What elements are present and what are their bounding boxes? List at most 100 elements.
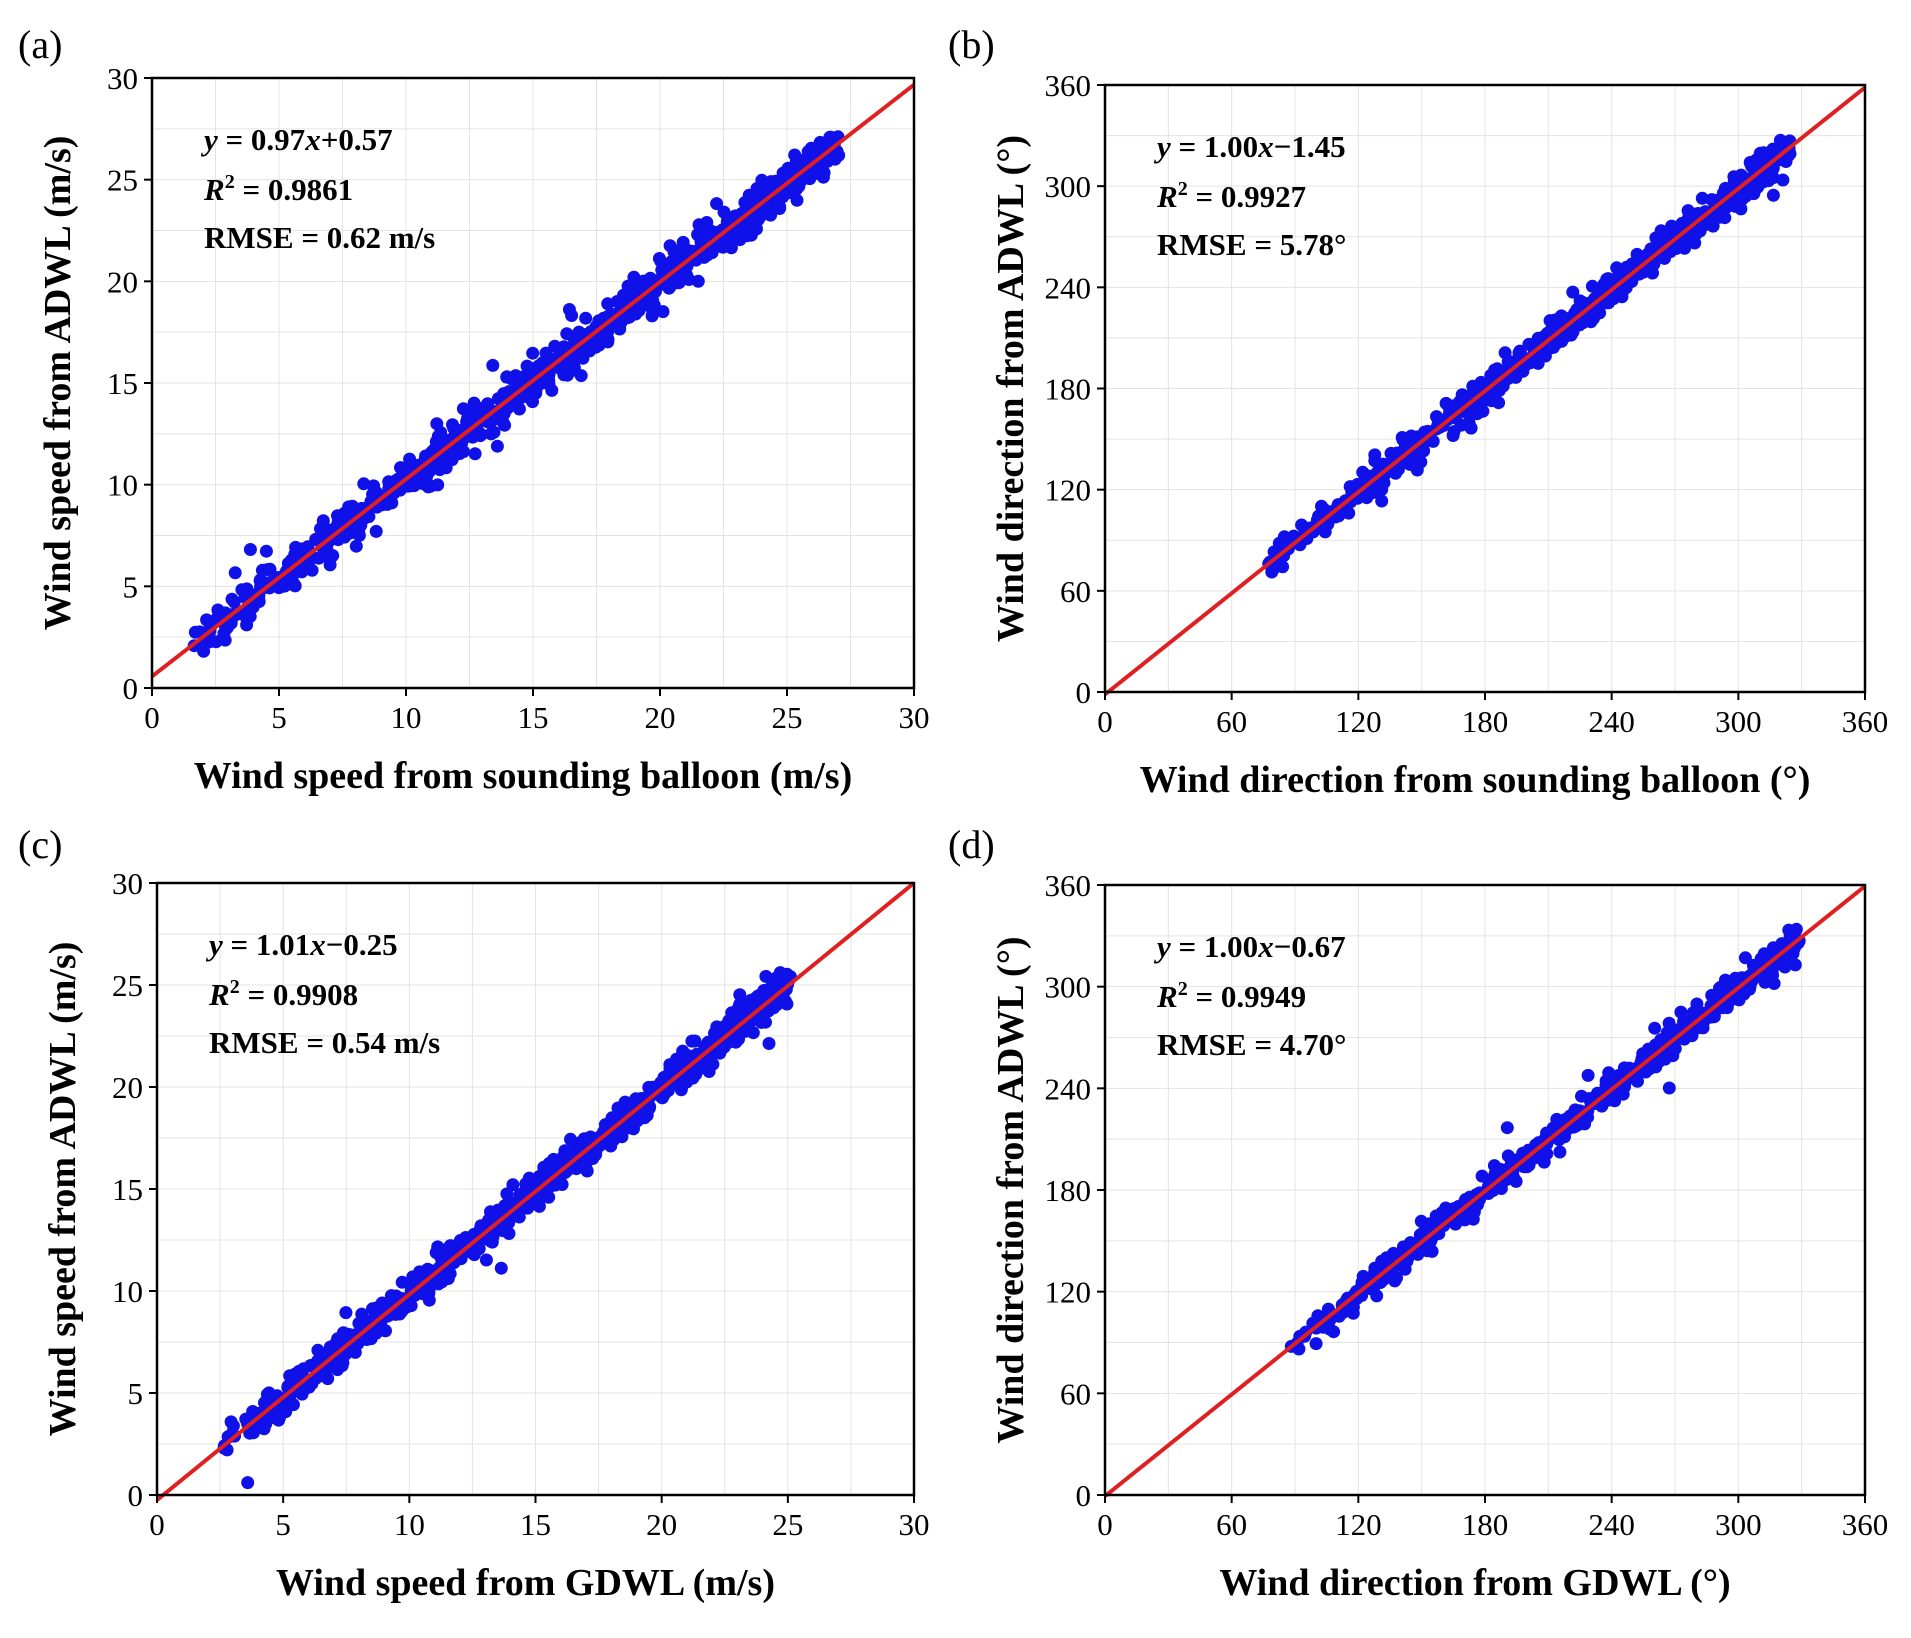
data-point bbox=[1616, 1087, 1630, 1101]
data-point bbox=[592, 314, 606, 328]
data-point bbox=[241, 1476, 255, 1490]
data-point bbox=[698, 1056, 712, 1070]
r2-value: = 0.9908 bbox=[240, 977, 358, 1012]
data-point bbox=[516, 370, 530, 384]
data-point bbox=[506, 1178, 520, 1192]
eq-rhs: = 0.97 bbox=[218, 122, 305, 157]
x-tick-label: 240 bbox=[1588, 704, 1635, 739]
y-tick-label: 300 bbox=[1045, 169, 1092, 204]
panel-a: (a) 00 5 5 10 10 15 15 20 20 25 25 30 30 Wind speed … bbox=[18, 22, 930, 797]
data-point bbox=[339, 1306, 353, 1320]
data-point bbox=[456, 402, 470, 416]
x-tick-label: 5 bbox=[275, 1507, 291, 1542]
data-point bbox=[1500, 1121, 1514, 1135]
data-point bbox=[1375, 494, 1389, 508]
x-tick-label: 180 bbox=[1462, 1507, 1509, 1542]
x-tick-label: 15 bbox=[520, 1507, 551, 1542]
y-tick-label: 20 bbox=[107, 264, 138, 299]
x-axis-title: Wind direction from sounding balloon (°) bbox=[1140, 759, 1811, 801]
data-point bbox=[467, 401, 481, 415]
data-point bbox=[1553, 1145, 1567, 1159]
data-point bbox=[1546, 340, 1560, 354]
r-squared: R2 = 0.9949 bbox=[1156, 978, 1306, 1014]
data-point bbox=[1536, 1154, 1550, 1168]
r2-value: = 0.9927 bbox=[1188, 179, 1306, 214]
data-point bbox=[295, 1387, 309, 1401]
data-point bbox=[1390, 1271, 1403, 1285]
data-point bbox=[624, 308, 638, 322]
tick-labels: 00 60 60 120 120 180 180 240 240 300 300 360 360 bbox=[1045, 868, 1889, 1542]
data-point bbox=[1714, 980, 1728, 994]
x-tick-label: 10 bbox=[394, 1507, 425, 1542]
data-point bbox=[828, 152, 842, 166]
data-point bbox=[1662, 1081, 1676, 1095]
x-tick-label: 120 bbox=[1335, 704, 1382, 739]
data-point bbox=[311, 1343, 325, 1357]
x-tick-label: 60 bbox=[1216, 1507, 1247, 1542]
data-point bbox=[1429, 1209, 1443, 1223]
data-point bbox=[1576, 1116, 1590, 1130]
y-tick-label: 180 bbox=[1045, 1173, 1092, 1208]
rmse: RMSE = 4.70° bbox=[1157, 1027, 1346, 1062]
y-tick-label: 60 bbox=[1060, 1376, 1091, 1411]
panel-c: (c) 00 5 5 10 10 15 15 20 20 25 25 30 30 Wind speed … bbox=[18, 822, 930, 1604]
data-point bbox=[542, 1156, 556, 1170]
data-point bbox=[1718, 181, 1732, 195]
x-tick-label: 240 bbox=[1588, 1507, 1635, 1542]
r-squared: R2 = 0.9927 bbox=[1156, 178, 1306, 214]
panel-label: (c) bbox=[18, 822, 62, 867]
data-point bbox=[1368, 1261, 1382, 1275]
data-point bbox=[1581, 1068, 1595, 1082]
y-tick-label: 360 bbox=[1045, 68, 1092, 103]
data-point bbox=[557, 340, 571, 354]
data-point bbox=[750, 182, 764, 195]
y-tick-label: 360 bbox=[1045, 868, 1092, 903]
data-point bbox=[733, 988, 747, 1002]
data-point bbox=[757, 983, 771, 997]
y-tick-label: 5 bbox=[128, 1376, 144, 1411]
data-point bbox=[1669, 221, 1683, 234]
data-point bbox=[421, 480, 435, 494]
data-point bbox=[1455, 388, 1469, 402]
data-point bbox=[382, 475, 396, 489]
data-point bbox=[497, 387, 511, 401]
data-point bbox=[1575, 1089, 1588, 1103]
x-tick-label: 5 bbox=[271, 700, 287, 735]
data-point bbox=[357, 477, 371, 491]
data-point bbox=[645, 309, 659, 323]
data-point bbox=[579, 311, 593, 325]
data-point bbox=[1734, 202, 1748, 216]
data-point bbox=[769, 971, 783, 985]
eq-rhs: = 1.00 bbox=[1171, 129, 1258, 164]
data-point bbox=[320, 543, 334, 557]
data-point bbox=[1492, 396, 1506, 410]
y-tick-label: 240 bbox=[1045, 270, 1092, 305]
r2-sup: 2 bbox=[230, 976, 240, 998]
data-point bbox=[1681, 213, 1695, 226]
data-point bbox=[449, 424, 463, 438]
r-squared: R2 = 0.9861 bbox=[203, 171, 353, 207]
fit-line bbox=[1103, 85, 1867, 697]
data-point bbox=[1309, 1337, 1323, 1351]
data-point bbox=[1776, 173, 1790, 187]
data-point bbox=[1690, 997, 1704, 1011]
y-tick-label: 0 bbox=[128, 1478, 144, 1513]
data-point bbox=[1370, 1289, 1384, 1303]
x-tick-label: 10 bbox=[391, 700, 422, 735]
fit-line bbox=[155, 881, 916, 1502]
data-point bbox=[529, 361, 543, 375]
data-point bbox=[1656, 251, 1670, 265]
data-point bbox=[553, 1175, 567, 1188]
data-point bbox=[522, 1171, 536, 1185]
data-point bbox=[539, 374, 553, 388]
data-point bbox=[200, 613, 214, 627]
x-tick-label: 60 bbox=[1216, 704, 1247, 739]
data-point bbox=[500, 1187, 514, 1201]
x-tick-label: 25 bbox=[772, 700, 803, 735]
data-point bbox=[1738, 951, 1752, 965]
data-point bbox=[1464, 421, 1478, 435]
data-point bbox=[556, 1150, 570, 1164]
data-point bbox=[1488, 363, 1502, 377]
data-point bbox=[732, 1032, 745, 1046]
data-point bbox=[1356, 465, 1370, 479]
